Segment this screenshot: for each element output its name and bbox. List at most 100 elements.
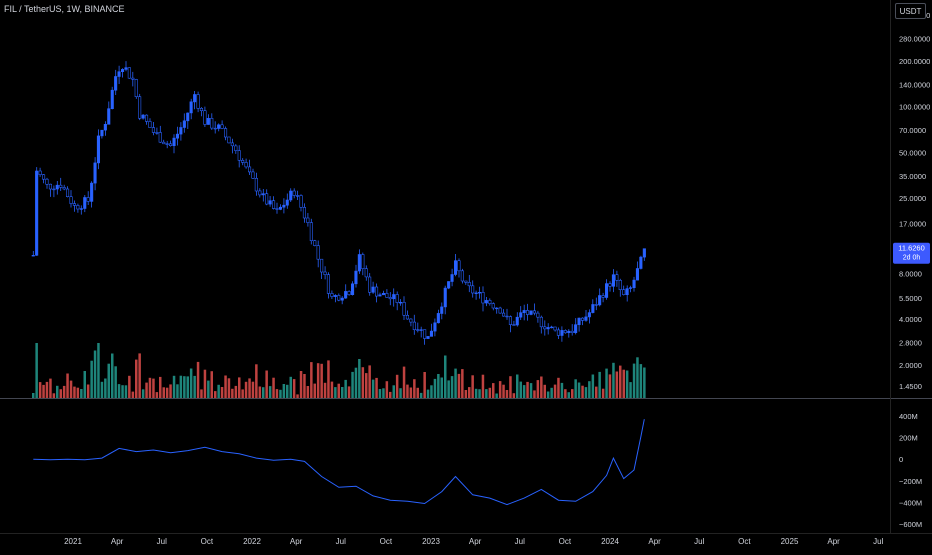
- candle-body-3: [41, 174, 46, 180]
- volume-bar-171: [619, 365, 622, 398]
- candle-body-112: [416, 329, 420, 331]
- volume-bar-64: [251, 381, 255, 398]
- volume-bar-2: [38, 382, 42, 398]
- volume-bar-54: [217, 384, 220, 398]
- volume-bar-152: [553, 384, 557, 398]
- volume-bar-37: [159, 376, 162, 398]
- volume-bar-68: [265, 370, 268, 398]
- candle-body-146: [532, 310, 537, 314]
- candle-body-108: [402, 301, 406, 316]
- candle-body-116: [429, 330, 434, 337]
- candle-body-79: [302, 207, 307, 219]
- currency-button[interactable]: USDT: [895, 3, 926, 19]
- price-tick-label-8: 25.0000: [899, 194, 926, 203]
- candle-body-135: [495, 307, 499, 310]
- volume-bar-70: [272, 377, 275, 398]
- volume-bar-127: [468, 387, 471, 398]
- price-badge-countdown: 2d 0h: [903, 255, 921, 262]
- price-tick-label-4: 100.0000: [899, 103, 930, 112]
- candle-body-52: [210, 118, 214, 129]
- symbol-title[interactable]: FIL / TetherUS, 1W, BINANCE: [4, 4, 125, 14]
- candle-body-128: [471, 285, 475, 294]
- volume-bar-137: [502, 384, 505, 398]
- volume-bar-66: [258, 386, 262, 398]
- volume-bar-140: [512, 393, 516, 398]
- volume-bar-47: [193, 375, 196, 398]
- volume-bar-17: [90, 360, 93, 398]
- price-tick-label-14: 2.0000: [899, 361, 922, 370]
- time-tick-label-11: Oct: [559, 537, 572, 546]
- volume-bar-88: [334, 387, 337, 398]
- candle-body-22: [107, 108, 111, 125]
- volume-bar-167: [605, 368, 608, 398]
- candle-body-123: [453, 260, 458, 275]
- volume-bar-156: [567, 392, 570, 398]
- candle-body-141: [515, 316, 519, 326]
- candle-body-57: [227, 136, 231, 144]
- candle-body-166: [601, 295, 605, 298]
- candle-body-92: [347, 291, 351, 295]
- candle-body-169: [611, 274, 616, 287]
- candle-body-12: [72, 203, 76, 206]
- candle-body-163: [591, 304, 595, 313]
- price-tick-label-13: 2.8000: [899, 339, 922, 348]
- candle-body-88: [333, 295, 337, 297]
- volume-bar-149: [543, 384, 546, 398]
- price-axis[interactable]: 400.0000280.0000200.0000140.0000100.0000…: [899, 11, 930, 391]
- time-tick-label-14: Jul: [694, 537, 704, 546]
- volume-bar-46: [189, 368, 193, 398]
- time-tick-label-1: Apr: [111, 537, 124, 546]
- candle-body-82: [313, 240, 317, 246]
- price-tick-label-6: 50.0000: [899, 148, 926, 157]
- osc-tick-label-1: 200M: [899, 434, 918, 443]
- candle-body-61: [241, 160, 245, 163]
- candle-body-43: [179, 127, 183, 135]
- volume-bar-81: [310, 362, 313, 398]
- volume-bar-33: [145, 382, 148, 398]
- volume-bar-73: [282, 384, 286, 398]
- candle-body-9: [62, 187, 66, 190]
- time-tick-label-7: Oct: [380, 537, 393, 546]
- candle-body-125: [460, 270, 464, 282]
- candle-body-161: [584, 316, 588, 321]
- candle-body-91: [344, 291, 348, 299]
- time-axis[interactable]: 2021 Apr Jul Oct 2022 Apr Jul Oct 2023 Apr Jul Oct 2…: [64, 537, 884, 546]
- price-tick-label-9: 17.0000: [899, 220, 926, 229]
- volume-bar-159: [577, 382, 581, 398]
- candles: [31, 61, 646, 345]
- candle-body-105: [392, 294, 396, 300]
- volume-bar-98: [368, 365, 371, 398]
- candle-body-115: [426, 336, 430, 339]
- volume-bar-12: [73, 386, 76, 398]
- volume-bar-145: [529, 383, 533, 398]
- candle-body-168: [608, 283, 612, 287]
- volume-bar-9: [62, 385, 66, 398]
- volume-bar-160: [581, 385, 584, 398]
- volume-bar-113: [419, 392, 423, 398]
- volume-bar-67: [262, 387, 265, 398]
- volume-bar-94: [354, 367, 358, 398]
- candle-body-7: [55, 184, 59, 190]
- candle-body-21: [103, 124, 107, 131]
- candle-body-6: [52, 188, 56, 191]
- volume-bar-34: [148, 377, 152, 398]
- time-tick-label-0: 2021: [64, 537, 82, 546]
- price-tick-label-5: 70.0000: [899, 126, 926, 135]
- candle-body-64: [251, 171, 255, 179]
- volume-bar-69: [268, 386, 272, 398]
- oscillator-axis[interactable]: 400M 200M 0 −200M −400M −600M: [899, 412, 922, 529]
- candle-body-13: [76, 205, 80, 210]
- candle-body-54: [217, 124, 221, 129]
- volume-bar-95: [358, 359, 361, 398]
- time-tick-label-4: 2022: [243, 537, 261, 546]
- price-tick-label-1: 280.0000: [899, 35, 930, 44]
- candle-body-71: [275, 208, 279, 210]
- osc-tick-label-0: 400M: [899, 412, 918, 421]
- volume-bar-112: [416, 387, 419, 398]
- candle-body-158: [574, 324, 578, 334]
- volume-bar-166: [601, 388, 605, 398]
- price-tick-label-7: 35.0000: [899, 172, 926, 181]
- candle-body-122: [450, 274, 454, 282]
- volume-bar-5: [49, 378, 52, 398]
